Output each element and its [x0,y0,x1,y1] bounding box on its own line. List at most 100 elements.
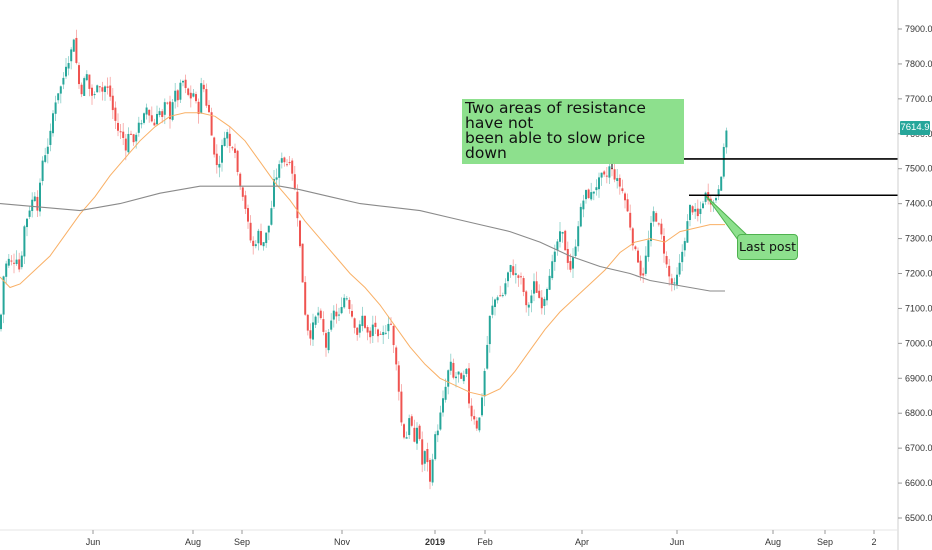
candle [226,129,229,148]
candle [616,169,619,189]
candle [280,152,283,169]
candle [377,328,379,343]
candle [111,88,114,119]
candle [470,398,473,422]
candle [429,458,431,490]
candle [265,232,268,248]
candle [119,123,122,140]
candle [431,453,434,486]
candle [603,170,606,177]
candle [400,384,403,426]
candle [249,215,252,243]
candle [143,112,145,125]
y-tick-label: 7900.0 [905,24,932,34]
candle [364,315,366,330]
candle [304,276,307,316]
candle [88,74,91,97]
candle [2,275,5,324]
candle [369,327,372,344]
candle [403,423,405,440]
candle [670,273,673,292]
candle [353,317,356,334]
candle [600,172,603,186]
candle [509,264,512,278]
y-tick-label: 7800.0 [905,59,932,69]
candle [605,167,608,184]
candle [65,58,67,80]
candle [691,205,694,216]
candle [62,72,65,90]
candle [621,179,624,194]
candle [184,74,187,94]
candle [439,405,442,431]
candle [179,79,182,103]
x-tick-label: Jun [670,537,685,547]
candle [525,290,528,313]
candle [197,98,200,124]
candle [520,272,522,285]
candle [156,105,158,125]
candle [413,419,416,443]
candle [31,192,34,218]
candle [639,255,642,281]
candle [130,130,132,135]
candle [270,200,273,226]
candle [556,238,559,256]
candle [504,278,507,297]
candle [507,271,509,288]
candle [54,95,57,122]
candle [231,146,234,151]
candle [114,101,117,129]
moving-averages-layer [0,112,725,397]
ma-fast-line [0,112,725,397]
candle [569,253,572,273]
candle [57,93,60,104]
candle [579,203,582,228]
candle [715,196,717,204]
candle [80,82,83,98]
x-tick-label: Aug [185,537,201,547]
x-tick-label: Sep [817,537,833,547]
candle [465,367,468,378]
candle [161,108,164,124]
candle [644,246,647,277]
candle [293,165,296,191]
candle [98,86,101,93]
candle [343,294,346,309]
candle [478,417,481,433]
candle [312,313,314,347]
candle [455,372,457,388]
annotation-last-post: Last post [737,234,798,260]
candle [338,307,340,321]
candle [436,424,439,443]
candle [717,184,720,201]
candle [481,393,483,418]
candle [650,216,652,247]
candle [46,138,49,164]
candle [384,325,387,335]
candle [322,311,325,336]
candle [176,89,179,108]
candle [496,295,499,304]
x-tick-label: Sep [234,537,250,547]
candle [33,192,36,202]
candle [725,127,728,154]
candle [457,371,460,383]
candle [592,191,595,201]
y-tick-label: 7000.0 [905,338,932,348]
candle [15,250,18,266]
candle [166,101,169,105]
candle [460,371,463,379]
candle [499,285,502,297]
candle [371,315,374,343]
ma-slow-line [0,185,725,292]
last-price-label: 7614.9 [900,121,930,135]
candle [577,221,580,252]
candle [187,87,190,97]
candle [36,190,39,217]
candle [624,191,626,209]
candle [652,206,655,227]
candle [345,295,348,301]
candle [67,56,70,76]
candle [317,306,320,323]
